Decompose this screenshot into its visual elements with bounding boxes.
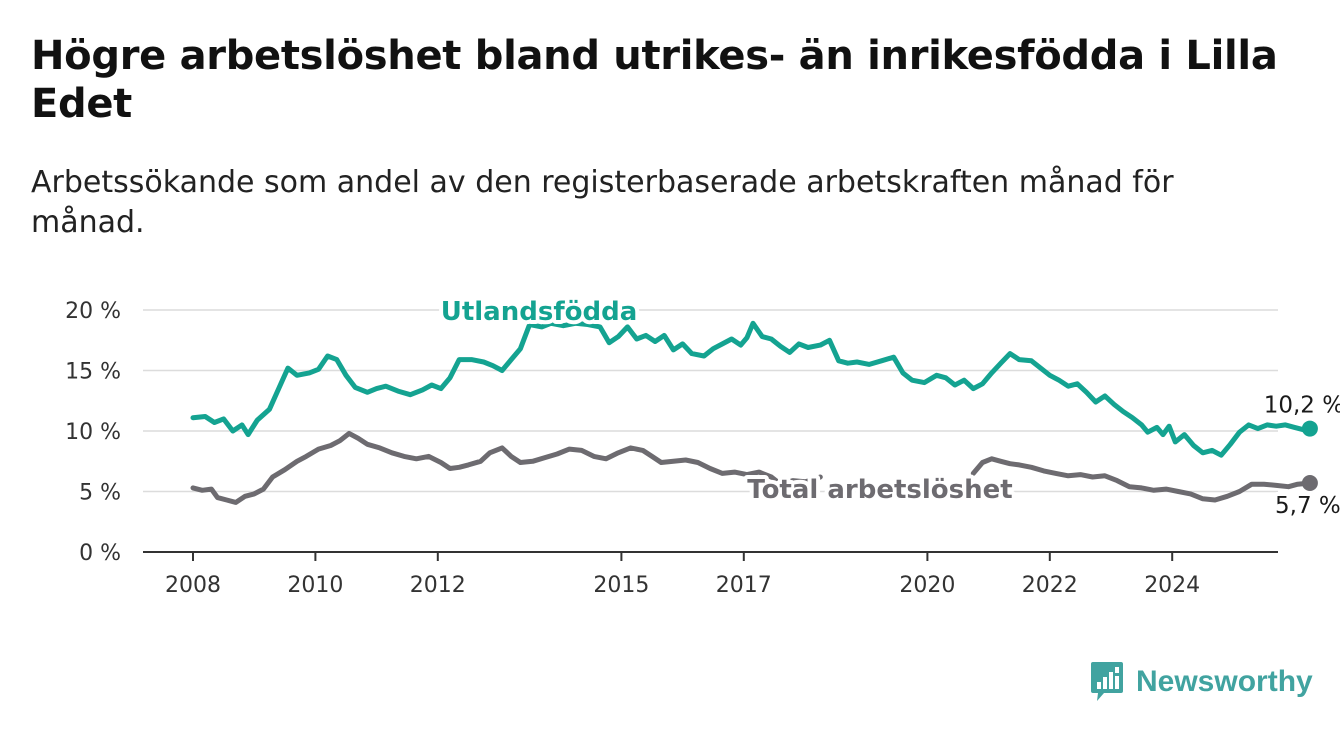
brand-name: Newsworthy [1136,665,1313,698]
end-label-total-halo: 5,7 % [1275,493,1340,519]
axes: 0 % 5 % 10 % 15 % 20 % 2008 2010 2012 2015 2017 20… [65,299,1278,598]
x-tick-label: 2010 [287,573,343,598]
x-tick-label: 2022 [1022,573,1078,598]
x-tick-label: 2024 [1144,573,1200,598]
chart-title: Högre arbetslöshet bland utrikes- än inr… [31,33,1278,127]
newsworthy-logo-icon [1091,662,1123,701]
end-label-utlandsfodda-halo: 10,2 % [1264,393,1340,419]
series-label-utlandsfodda-halo: Utlandsfödda [441,297,638,327]
end-label-utlandsfodda: 10,2 % [1264,393,1340,419]
series-line-total-a [190,430,823,505]
x-tick-label: 2008 [165,573,221,598]
y-tick-label: 0 % [79,541,121,566]
y-tick-label: 20 % [65,299,121,324]
end-point-utlandsfodda [1301,420,1318,437]
y-tick-label: 10 % [65,420,121,445]
x-tick-label: 2012 [410,573,466,598]
y-tick-label: 15 % [65,360,121,385]
series-label-total: Total arbetslöshet [747,475,1012,505]
brand: Newsworthy [1090,660,1313,704]
series-label-utlandsfodda: Utlandsfödda [441,297,638,327]
y-tick-label: 5 % [79,481,121,506]
end-point-total [1301,475,1318,492]
x-tick-label: 2020 [899,573,955,598]
x-tick-label: 2015 [593,573,649,598]
series-line-total-b [970,456,1313,503]
chart-subtitle: Arbetssökande som andel av den registerb… [31,165,1174,240]
x-tick-label: 2017 [716,573,772,598]
series-lines [190,320,1318,505]
series-line-utlandsfodda [190,320,1313,458]
end-label-total: 5,7 % [1275,493,1340,519]
series-label-total-halo: Total arbetslöshet [747,475,1012,505]
gridlines [143,309,1278,493]
